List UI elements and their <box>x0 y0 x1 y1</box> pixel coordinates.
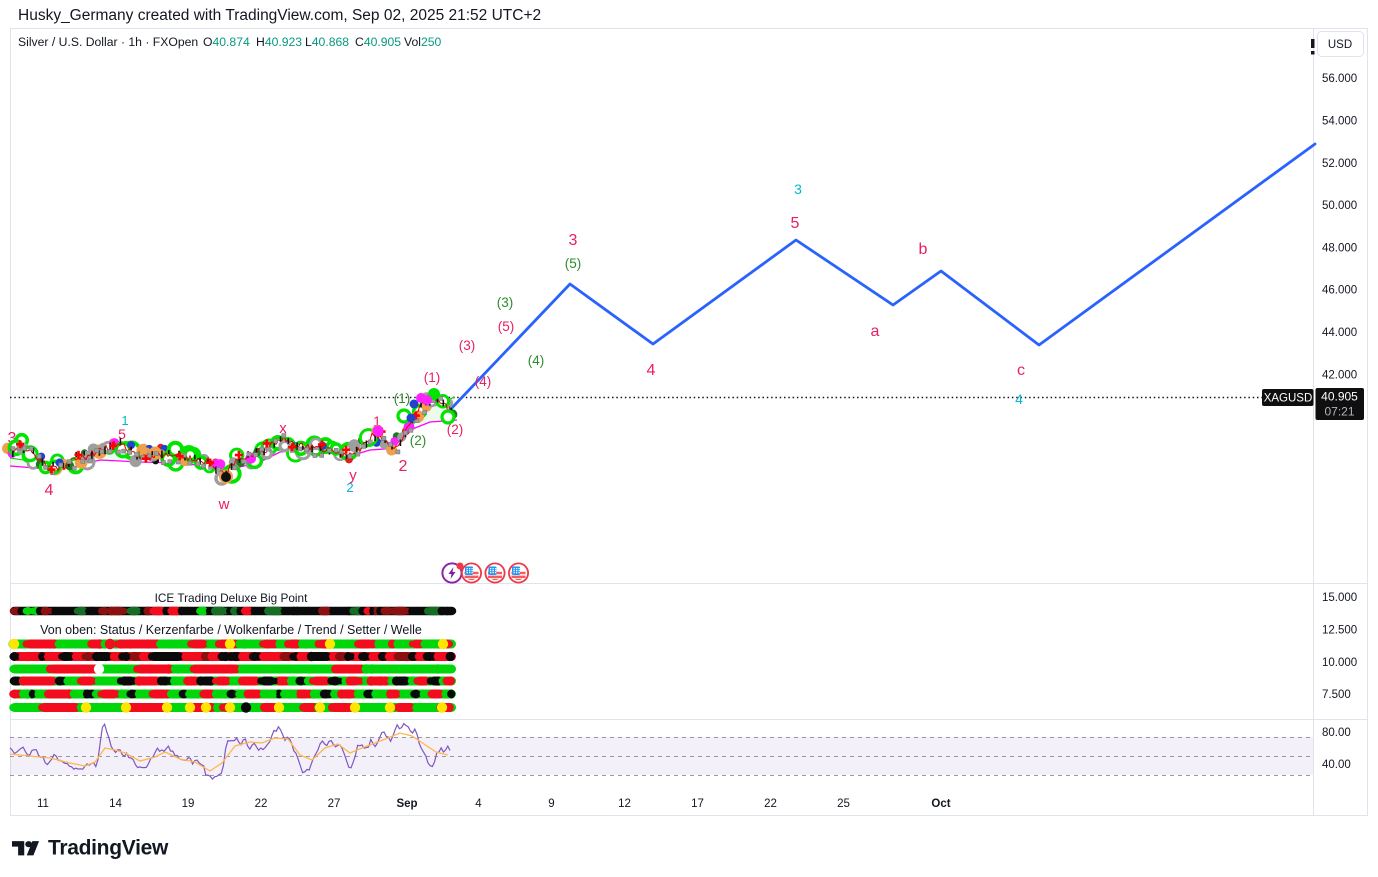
svg-text:42.000: 42.000 <box>1322 369 1357 381</box>
svg-text:25: 25 <box>837 798 850 810</box>
svg-text:ICE Trading Deluxe Big Point: ICE Trading Deluxe Big Point <box>155 591 309 605</box>
svg-text:12: 12 <box>618 798 631 810</box>
svg-text:y: y <box>349 467 357 484</box>
svg-text:22: 22 <box>764 798 777 810</box>
svg-text:(3): (3) <box>459 338 476 353</box>
svg-text:Silver / U.S. Dollar · 1h · FX: Silver / U.S. Dollar · 1h · FXOpen O40.87… <box>18 35 442 49</box>
svg-text:(4): (4) <box>528 353 545 368</box>
svg-text:3: 3 <box>569 232 578 249</box>
svg-text:15.000: 15.000 <box>1322 592 1357 604</box>
svg-text:14: 14 <box>109 798 122 810</box>
svg-text:(2): (2) <box>447 422 464 437</box>
svg-text:7.500: 7.500 <box>1322 689 1351 701</box>
svg-text:USD: USD <box>1328 39 1352 51</box>
svg-text:(2): (2) <box>410 433 427 448</box>
svg-text:TradingView: TradingView <box>48 837 169 860</box>
svg-text:Husky_Germany created with Tra: Husky_Germany created with TradingView.c… <box>18 7 541 24</box>
svg-text:40.00: 40.00 <box>1322 759 1351 771</box>
svg-text:4: 4 <box>647 362 656 379</box>
svg-text:3: 3 <box>8 430 17 447</box>
svg-text:10.000: 10.000 <box>1322 657 1357 669</box>
svg-text:Sep: Sep <box>396 798 417 810</box>
svg-text:80.00: 80.00 <box>1322 727 1351 739</box>
svg-text:b: b <box>919 241 928 258</box>
svg-text:(4): (4) <box>475 374 492 389</box>
svg-text:19: 19 <box>182 798 195 810</box>
svg-text:1: 1 <box>373 413 381 429</box>
svg-text:27: 27 <box>328 798 341 810</box>
svg-text:17: 17 <box>691 798 704 810</box>
svg-text:11: 11 <box>37 798 49 810</box>
svg-text:1: 1 <box>121 413 128 428</box>
svg-text:9: 9 <box>548 798 554 810</box>
svg-text:(1): (1) <box>424 370 441 385</box>
svg-text:3: 3 <box>794 181 802 197</box>
svg-text:07:21: 07:21 <box>1324 405 1354 419</box>
svg-text:40.905: 40.905 <box>1321 390 1358 404</box>
svg-text:(5): (5) <box>565 256 582 271</box>
svg-text:4: 4 <box>45 482 54 499</box>
svg-text:50.000: 50.000 <box>1322 200 1357 212</box>
svg-text:22: 22 <box>255 798 268 810</box>
svg-text:Von oben: Status / Kerzenfarbe: Von oben: Status / Kerzenfarbe / Wolkenf… <box>40 623 422 637</box>
svg-text:54.000: 54.000 <box>1322 116 1357 128</box>
svg-text:(1): (1) <box>394 391 411 406</box>
svg-text:w: w <box>218 496 230 513</box>
svg-text:5: 5 <box>791 215 800 232</box>
svg-text:46.000: 46.000 <box>1322 285 1357 297</box>
svg-text:4: 4 <box>475 798 482 810</box>
svg-text:5: 5 <box>118 426 126 442</box>
svg-text:56.000: 56.000 <box>1322 73 1357 85</box>
svg-text:2: 2 <box>399 458 408 475</box>
svg-text:48.000: 48.000 <box>1322 242 1357 254</box>
svg-text:a: a <box>871 323 880 340</box>
svg-text:44.000: 44.000 <box>1322 327 1357 339</box>
svg-text:c: c <box>1017 362 1025 379</box>
svg-text:12.500: 12.500 <box>1322 625 1357 637</box>
svg-text:(5): (5) <box>498 319 515 334</box>
svg-text:Oct: Oct <box>931 798 950 810</box>
svg-text:x: x <box>279 420 287 437</box>
svg-text:XAGUSD: XAGUSD <box>1264 393 1313 405</box>
svg-text:(3): (3) <box>497 295 514 310</box>
svg-text:52.000: 52.000 <box>1322 158 1357 170</box>
svg-text:2: 2 <box>346 480 353 495</box>
svg-text:4: 4 <box>1015 391 1023 407</box>
